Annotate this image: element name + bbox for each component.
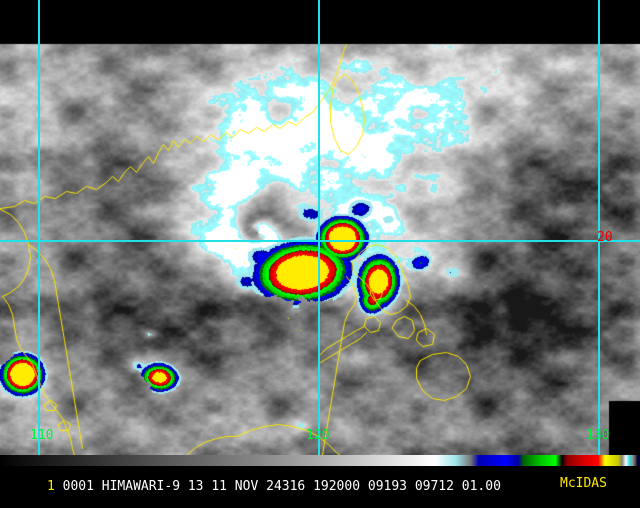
enhancement-color-bar [0, 455, 640, 466]
satellite-raster[interactable] [0, 0, 640, 455]
frame-number: 1 [46, 479, 55, 494]
mcidas-image-window: 110 120 130 20 1 0001 HIMAWARI-9 13 11 NOV … [0, 0, 640, 494]
longitude-label: 120 [306, 428, 330, 443]
status-text-line: 1 0001 HIMAWARI-9 13 11 NOV 24316 192000… [0, 466, 640, 494]
satellite-image-canvas[interactable] [0, 0, 640, 455]
image-status-line: 0001 HIMAWARI-9 13 11 NOV 24316 192000 0… [54, 479, 501, 494]
latitude-label: 20 [597, 230, 613, 245]
grid-line-vertical [318, 0, 320, 455]
image-info-bar: 1 0001 HIMAWARI-9 13 11 NOV 24316 192000… [0, 455, 640, 494]
longitude-label: 130 [586, 428, 610, 443]
grid-line-vertical [38, 0, 40, 455]
mcidas-label: McIDAS [560, 476, 607, 491]
longitude-label: 110 [30, 428, 54, 443]
grid-line-vertical [598, 0, 600, 455]
grid-line-horizontal [0, 240, 640, 242]
color-bar-strip [0, 455, 640, 466]
